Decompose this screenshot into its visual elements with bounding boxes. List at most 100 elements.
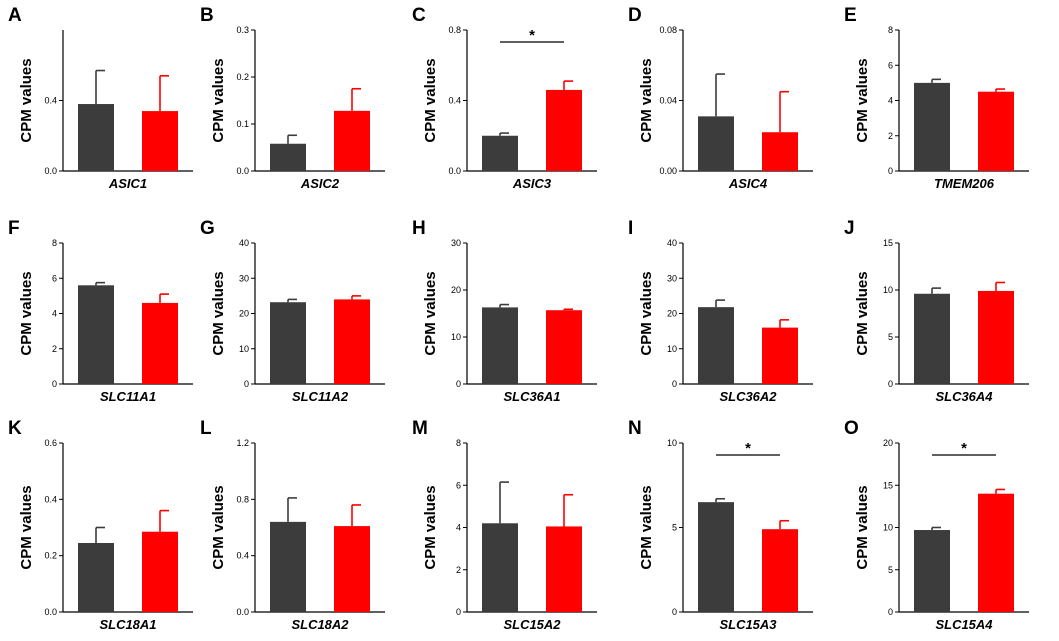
- panel-c: C CPM values 0.0 0.4 0.8 * ASIC3: [412, 5, 597, 191]
- y-tick-label: 0.0: [236, 166, 249, 176]
- y-tick-label: 10: [239, 344, 249, 354]
- gene-label: ASIC4: [728, 176, 768, 191]
- y-tick-label: 0.2: [44, 551, 57, 561]
- y-tick-label: 40: [667, 238, 677, 248]
- panel-letter: K: [8, 418, 22, 439]
- panel-letter: G: [200, 218, 215, 239]
- panel-i: I CPM values 0 10 20 30 40 SLC36A2: [628, 218, 813, 404]
- bar-control: [914, 82, 950, 171]
- bar-control: [270, 143, 306, 171]
- bar-control: [270, 302, 306, 384]
- y-axis-label: CPM values: [854, 271, 871, 355]
- bar-treated: [978, 290, 1014, 384]
- y-tick-label: 10: [883, 285, 893, 295]
- y-tick-label: 20: [667, 309, 677, 319]
- y-tick-label: 6: [888, 60, 893, 70]
- bar-treated: [142, 531, 178, 612]
- gene-label: SLC15A2: [503, 617, 561, 632]
- bar-control: [482, 307, 518, 384]
- significance-star: *: [529, 27, 535, 44]
- y-axis-label: CPM values: [422, 485, 439, 569]
- y-tick-label: 10: [667, 438, 677, 448]
- bar-treated: [978, 493, 1014, 612]
- y-tick-label: 0.4: [44, 96, 57, 106]
- y-tick-label: 20: [451, 285, 461, 295]
- bar-treated: [334, 299, 370, 384]
- bar-treated: [142, 111, 178, 171]
- y-tick-label: 0.8: [448, 25, 461, 35]
- panel-n: N CPM values 0 5 10 * SLC15A3: [628, 418, 813, 632]
- y-tick-label: 0.0: [448, 166, 461, 176]
- y-tick-label: 4: [52, 309, 57, 319]
- bar-control: [270, 521, 306, 612]
- gene-label: SLC15A4: [935, 617, 993, 632]
- gene-label: SLC36A2: [719, 389, 777, 404]
- panel-a: A CPM values 0.0 0.4 ASIC1: [8, 5, 193, 191]
- y-tick-label: 6: [456, 480, 461, 490]
- bar-control: [914, 293, 950, 384]
- panel-letter: B: [200, 5, 214, 26]
- bar-control: [698, 116, 734, 171]
- bar-treated: [334, 110, 370, 171]
- bar-control: [698, 502, 734, 612]
- bar-control: [78, 542, 114, 612]
- bar-control: [914, 530, 950, 612]
- y-tick-label: 0.4: [44, 494, 57, 504]
- bar-treated: [546, 89, 582, 171]
- bar-treated: [762, 327, 798, 384]
- y-axis-label: CPM values: [638, 58, 655, 142]
- y-tick-label: 5: [888, 565, 893, 575]
- y-tick-label: 0.0: [44, 607, 57, 617]
- panel-letter: J: [844, 218, 855, 239]
- gene-label: ASIC1: [108, 176, 147, 191]
- panel-letter: L: [200, 418, 212, 439]
- y-tick-label: 0: [52, 379, 57, 389]
- y-tick-label: 20: [883, 438, 893, 448]
- y-tick-label: 0.6: [44, 438, 57, 448]
- y-axis-label: CPM values: [210, 58, 227, 142]
- y-tick-label: 0: [888, 379, 893, 389]
- y-tick-label: 20: [239, 309, 249, 319]
- bar-control: [482, 523, 518, 612]
- y-tick-label: 30: [239, 273, 249, 283]
- y-tick-label: 0.4: [236, 551, 249, 561]
- panel-o: O CPM values 0 5 10 15 20 * SLC15A4: [844, 418, 1029, 632]
- panel-l: L CPM values 0.0 0.4 0.8 1.2 SLC18A2: [200, 418, 385, 632]
- y-tick-label: 0.2: [236, 72, 249, 82]
- y-axis-label: CPM values: [638, 485, 655, 569]
- y-axis-label: CPM values: [854, 58, 871, 142]
- significance-star: *: [961, 440, 967, 457]
- bar-treated: [762, 529, 798, 612]
- y-axis-label: CPM values: [210, 271, 227, 355]
- y-tick-label: 4: [888, 96, 893, 106]
- y-tick-label: 0.0: [236, 607, 249, 617]
- panel-letter: E: [844, 5, 857, 26]
- panel-h: H CPM values 0 10 20 30 SLC36A1: [412, 218, 597, 404]
- y-tick-label: 10: [883, 523, 893, 533]
- y-axis-label: CPM values: [18, 485, 35, 569]
- y-tick-label: 0.00: [659, 166, 677, 176]
- y-tick-label: 0: [456, 607, 461, 617]
- panel-letter: M: [412, 418, 428, 439]
- bar-control: [78, 104, 114, 171]
- y-tick-label: 0: [672, 607, 677, 617]
- y-tick-label: 1.2: [236, 438, 249, 448]
- bar-treated: [546, 310, 582, 384]
- y-tick-label: 0.3: [236, 25, 249, 35]
- y-axis-label: CPM values: [422, 58, 439, 142]
- bar-control: [482, 135, 518, 171]
- panel-k: K CPM values 0.0 0.2 0.4 0.6 SLC18A1: [8, 418, 193, 632]
- panel-letter: H: [412, 218, 426, 239]
- y-tick-label: 30: [451, 238, 461, 248]
- gene-label: SLC11A2: [292, 389, 349, 404]
- y-tick-label: 0.1: [236, 119, 249, 129]
- y-tick-label: 15: [883, 480, 893, 490]
- gene-label: SLC18A2: [291, 617, 349, 632]
- y-tick-label: 2: [52, 344, 57, 354]
- y-tick-label: 0.04: [659, 96, 677, 106]
- bar-treated: [762, 132, 798, 171]
- y-tick-label: 0: [888, 166, 893, 176]
- y-axis-label: CPM values: [422, 271, 439, 355]
- bar-treated: [334, 526, 370, 612]
